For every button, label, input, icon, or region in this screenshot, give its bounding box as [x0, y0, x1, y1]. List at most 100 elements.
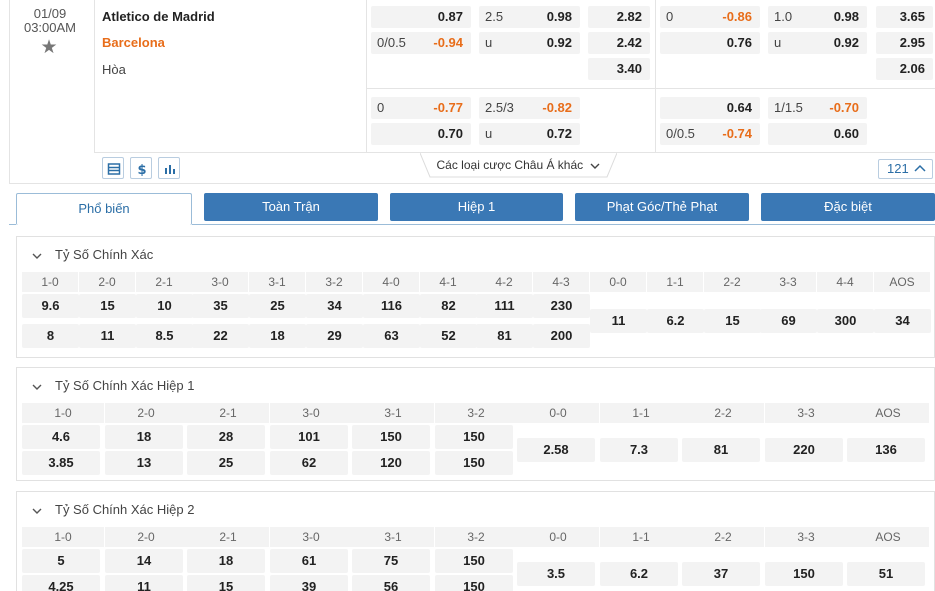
odds-value[interactable]: 111	[476, 294, 533, 318]
odds-value[interactable]: 35	[192, 294, 249, 318]
market-count-button[interactable]: 121	[878, 159, 933, 179]
odds-value[interactable]: 8	[22, 324, 79, 348]
chevron-down-icon[interactable]	[31, 251, 43, 261]
odds-cell[interactable]: 0/0.5 -0.74	[660, 123, 760, 145]
odds-value[interactable]: 150	[765, 562, 843, 586]
tab-first-half[interactable]: Hiệp 1	[390, 193, 563, 221]
odds-value[interactable]: 39	[270, 575, 348, 591]
tab-full-match[interactable]: Toàn Trận	[204, 193, 378, 221]
odds-cell[interactable]: 3.40	[588, 58, 650, 80]
odds-value[interactable]: 10	[136, 294, 193, 318]
odds-value[interactable]: 11	[79, 324, 136, 348]
odds-value[interactable]: 25	[249, 294, 306, 318]
tab-corners-cards[interactable]: Phạt Góc/Thẻ Phạt	[575, 193, 749, 221]
odds-value[interactable]: 25	[187, 451, 265, 475]
chevron-down-icon[interactable]	[31, 506, 43, 516]
odds-value[interactable]: 61	[270, 549, 348, 573]
odds-value[interactable]: 56	[352, 575, 430, 591]
panel-title[interactable]: Tỷ Số Chính Xác Hiệp 1	[55, 378, 195, 393]
odds-cell[interactable]: 0.87	[371, 6, 471, 28]
bar-chart-icon[interactable]	[158, 157, 180, 179]
away-team[interactable]: Barcelona	[102, 35, 165, 50]
odds-cell[interactable]: 2.95	[876, 32, 933, 54]
odds-cell[interactable]: u 0.72	[479, 123, 580, 145]
odds-value[interactable]: 230	[533, 294, 590, 318]
odds-value[interactable]: 116	[363, 294, 420, 318]
odds-value[interactable]: 150	[435, 425, 513, 449]
odds-cell[interactable]: 3.65	[876, 6, 933, 28]
odds-value[interactable]: 3.85	[22, 451, 100, 475]
odds-value[interactable]: 3.5	[517, 562, 595, 586]
odds-value[interactable]: 18	[105, 425, 183, 449]
odds-value[interactable]: 22	[192, 324, 249, 348]
odds-value[interactable]: 300	[817, 309, 874, 333]
dollar-icon[interactable]: $	[130, 157, 152, 179]
odds-value[interactable]: 136	[847, 438, 925, 462]
odds-cell[interactable]: 0.60	[768, 123, 867, 145]
odds-value[interactable]: 51	[847, 562, 925, 586]
tab-popular[interactable]: Phổ biến	[16, 193, 192, 225]
odds-cell[interactable]: 0.76	[660, 32, 760, 54]
odds-cell[interactable]: 2.82	[588, 6, 650, 28]
chevron-down-icon[interactable]	[31, 382, 43, 392]
odds-value[interactable]: 4.6	[22, 425, 100, 449]
odds-value[interactable]: 52	[420, 324, 477, 348]
odds-value[interactable]: 11	[105, 575, 183, 591]
odds-value[interactable]: 150	[435, 549, 513, 573]
home-team[interactable]: Atletico de Madrid	[102, 9, 215, 24]
odds-value[interactable]: 220	[765, 438, 843, 462]
odds-value[interactable]: 37	[682, 562, 760, 586]
odds-value[interactable]: 101	[270, 425, 348, 449]
odds-value[interactable]: 5	[22, 549, 100, 573]
panel-title[interactable]: Tỷ Số Chính Xác Hiệp 2	[55, 502, 195, 517]
odds-value[interactable]: 63	[363, 324, 420, 348]
odds-value[interactable]: 150	[435, 451, 513, 475]
star-icon[interactable]: ★	[40, 37, 58, 58]
odds-value[interactable]: 81	[682, 438, 760, 462]
odds-value[interactable]: 34	[306, 294, 363, 318]
odds-value[interactable]: 4.25	[22, 575, 100, 591]
odds-cell[interactable]: u 0.92	[768, 32, 867, 54]
odds-cell[interactable]: 2.5 0.98	[479, 6, 580, 28]
odds-value[interactable]: 7.3	[600, 438, 678, 462]
odds-value[interactable]: 18	[187, 549, 265, 573]
more-asian-bets-toggle[interactable]: Các loại cược Châu Á khác	[420, 153, 617, 179]
odds-value[interactable]: 15	[704, 309, 761, 333]
odds-value[interactable]: 8.5	[136, 324, 193, 348]
odds-cell[interactable]: 2.06	[876, 58, 933, 80]
odds-value[interactable]: 13	[105, 451, 183, 475]
odds-cell[interactable]: u 0.92	[479, 32, 580, 54]
odds-value[interactable]: 75	[352, 549, 430, 573]
odds-cell[interactable]: 1/1.5 -0.70	[768, 97, 867, 119]
odds-value[interactable]: 11	[590, 309, 647, 333]
odds-value[interactable]: 6.2	[647, 309, 704, 333]
tab-special[interactable]: Đặc biệt	[761, 193, 935, 221]
odds-value[interactable]: 15	[187, 575, 265, 591]
odds-value[interactable]: 69	[760, 309, 817, 333]
odds-value[interactable]: 14	[105, 549, 183, 573]
odds-value[interactable]: 28	[187, 425, 265, 449]
odds-value[interactable]: 6.2	[600, 562, 678, 586]
odds-cell[interactable]: 2.5/3 -0.82	[479, 97, 580, 119]
odds-value[interactable]: 200	[533, 324, 590, 348]
odds-cell[interactable]: 0.70	[371, 123, 471, 145]
odds-cell[interactable]: 1.0 0.98	[768, 6, 867, 28]
odds-value[interactable]: 34	[874, 309, 931, 333]
odds-cell[interactable]: 0 -0.86	[660, 6, 760, 28]
odds-cell[interactable]: 0 -0.77	[371, 97, 471, 119]
odds-cell[interactable]: 0.64	[660, 97, 760, 119]
odds-value[interactable]: 62	[270, 451, 348, 475]
odds-cell[interactable]: 2.42	[588, 32, 650, 54]
layout-icon[interactable]	[102, 157, 124, 179]
odds-value[interactable]: 15	[79, 294, 136, 318]
odds-cell[interactable]: 0/0.5 -0.94	[371, 32, 471, 54]
odds-value[interactable]: 150	[352, 425, 430, 449]
panel-title[interactable]: Tỷ Số Chính Xác	[55, 247, 154, 262]
odds-value[interactable]: 18	[249, 324, 306, 348]
odds-value[interactable]: 150	[435, 575, 513, 591]
odds-value[interactable]: 81	[476, 324, 533, 348]
odds-value[interactable]: 9.6	[22, 294, 79, 318]
odds-value[interactable]: 29	[306, 324, 363, 348]
odds-value[interactable]: 120	[352, 451, 430, 475]
odds-value[interactable]: 82	[420, 294, 477, 318]
